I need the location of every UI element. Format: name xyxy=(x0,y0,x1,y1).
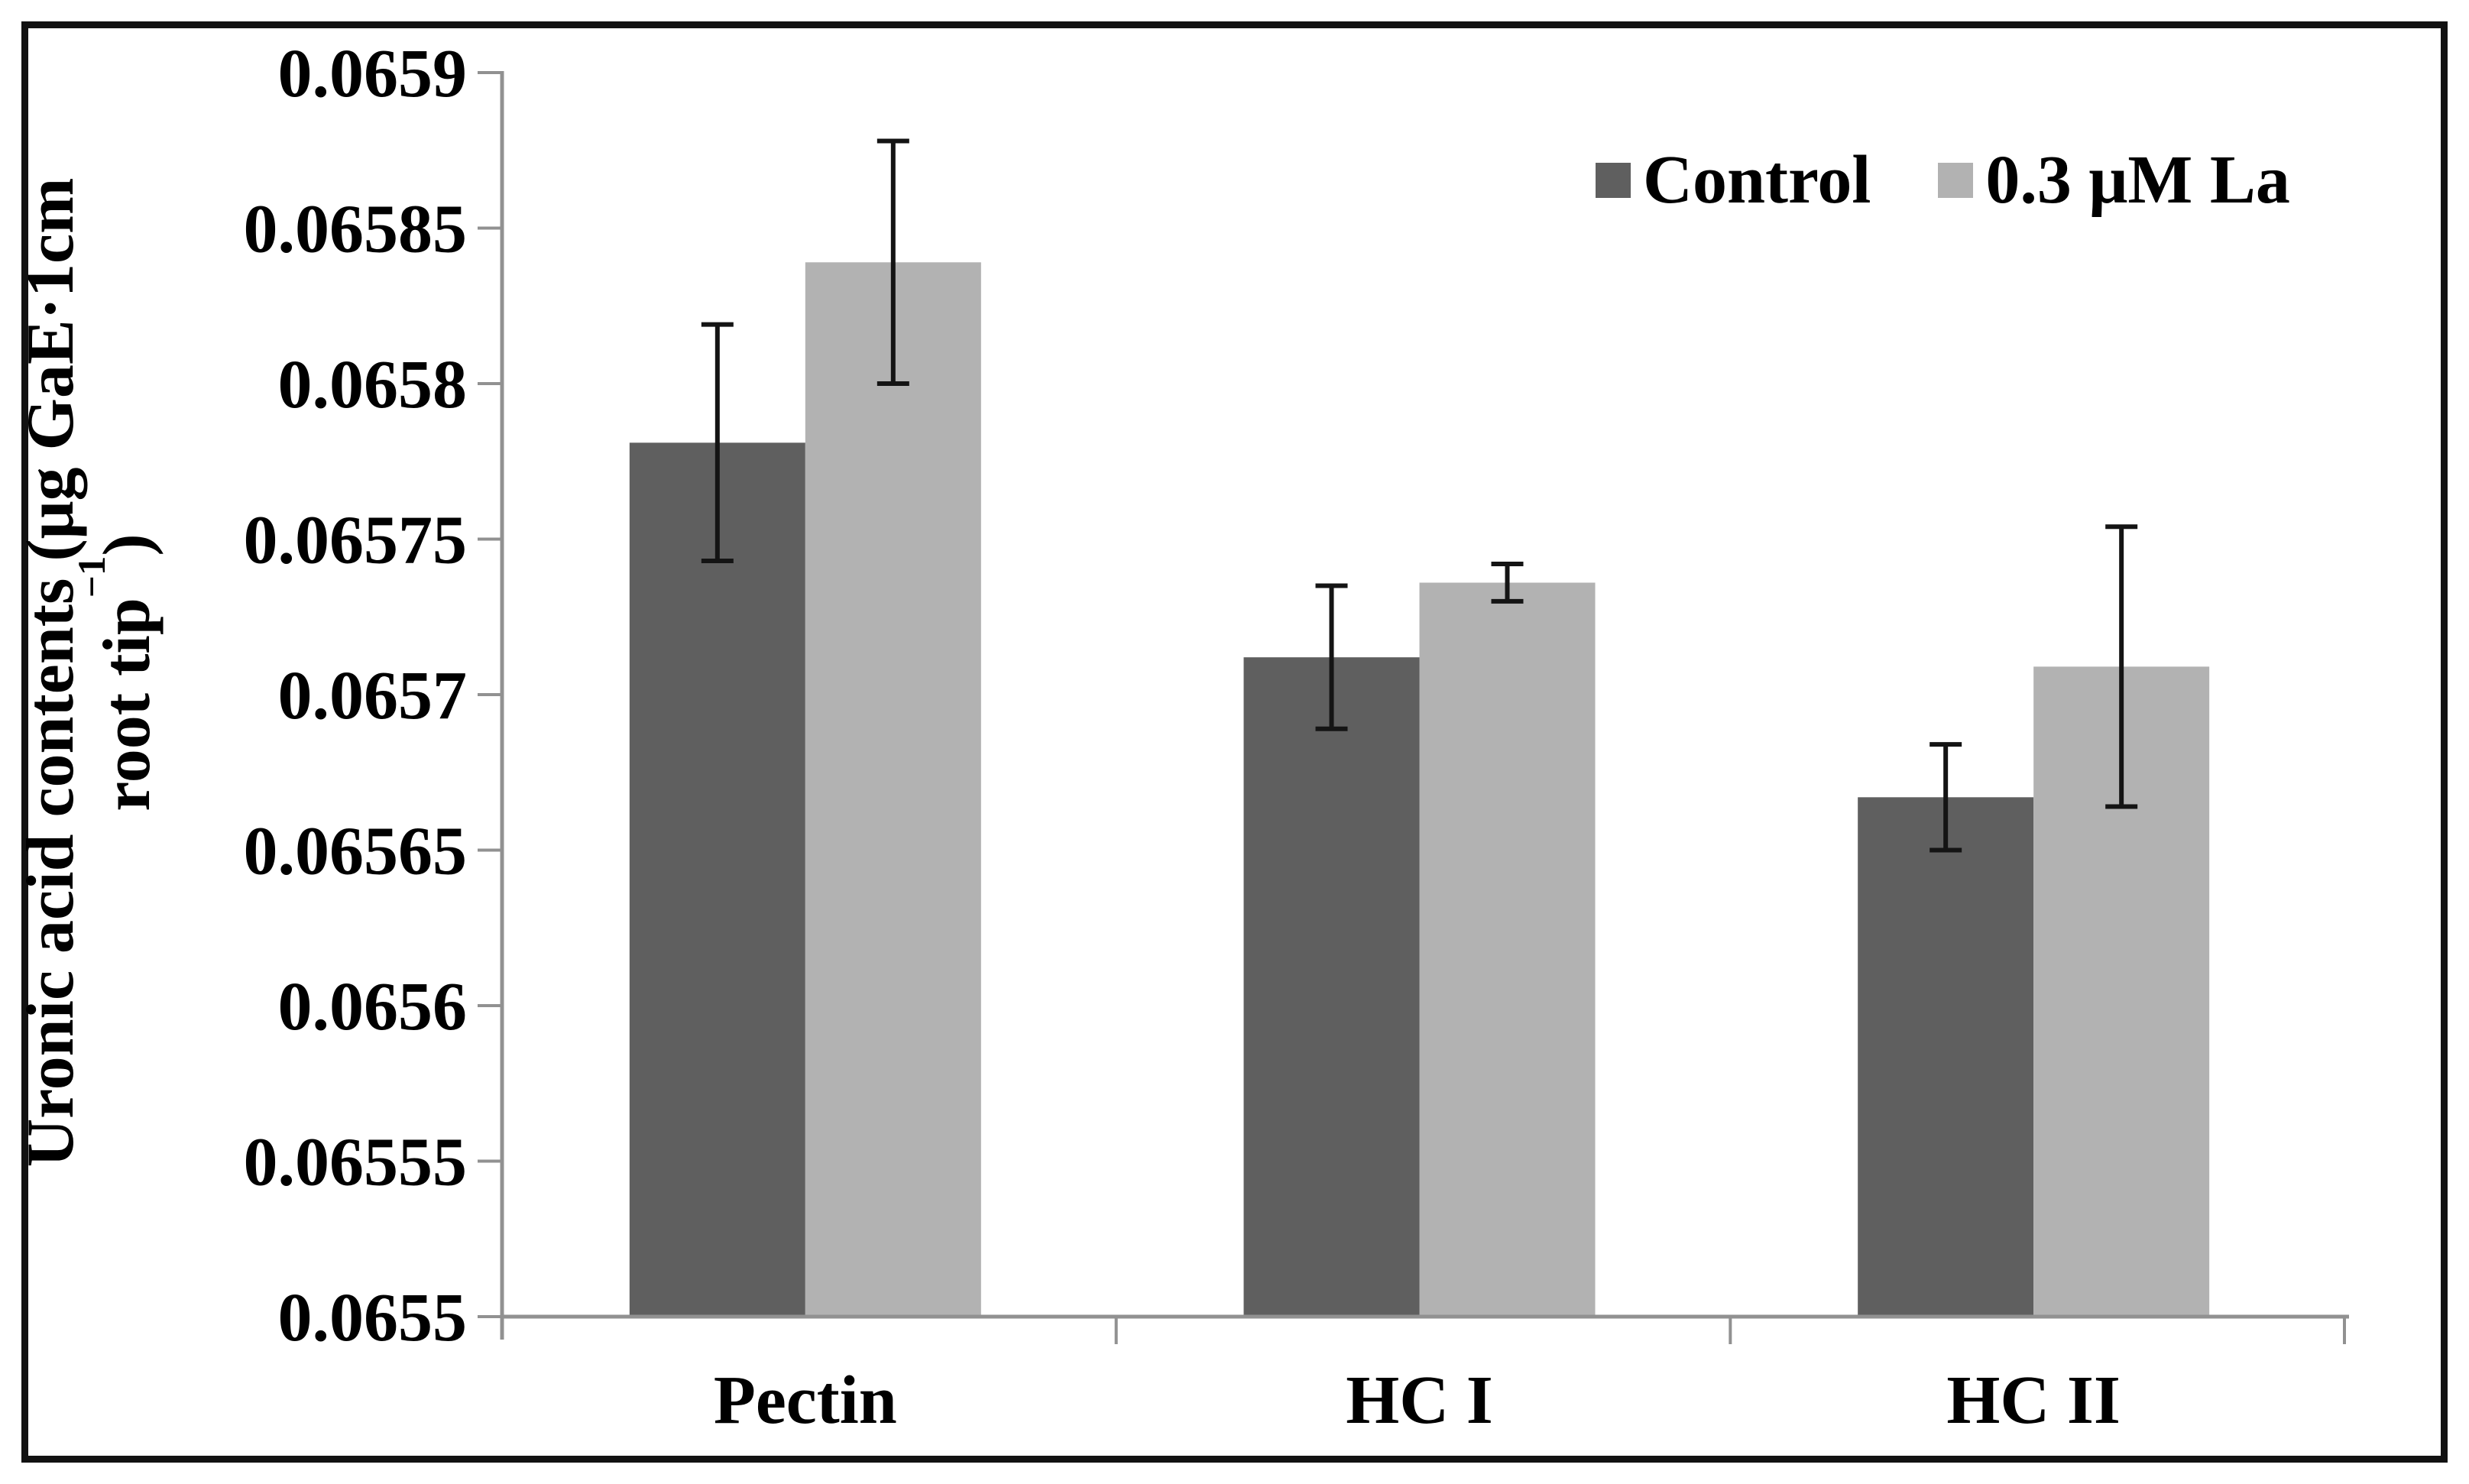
y-tick-label: 0.06565 xyxy=(244,814,468,889)
y-tick-label: 0.0657 xyxy=(278,658,468,734)
legend-item-control: Control xyxy=(1596,141,1871,219)
y-tick-label: 0.0658 xyxy=(278,347,468,423)
legend-item-la: 0.3 μM La xyxy=(1938,141,2290,219)
legend-label-la: 0.3 μM La xyxy=(1985,142,2290,218)
bar-la-1 xyxy=(1419,582,1596,1317)
y-tick-label: 0.0659 xyxy=(278,36,468,112)
y-axis-title: Uronic acid contents (μg GaE·1cm root ti… xyxy=(13,23,166,1322)
y-tick-label: 0.06575 xyxy=(244,503,468,578)
x-category-label: HC I xyxy=(1346,1362,1493,1438)
bar-la-0 xyxy=(805,262,981,1317)
y-tick-label: 0.06555 xyxy=(244,1125,468,1200)
y-axis-title-line1: Uronic acid contents (μg GaE·1cm xyxy=(14,177,88,1168)
y-tick-label: 0.0656 xyxy=(278,969,468,1045)
y-axis-title-line2-base: root tip xyxy=(90,598,164,812)
y-axis-title-superscript: −1 xyxy=(70,556,114,598)
y-tick-label: 0.0655 xyxy=(278,1280,468,1356)
legend-swatch-control-icon xyxy=(1596,162,1631,198)
y-axis-title-line2-close: ) xyxy=(90,533,164,556)
legend-swatch-la-icon xyxy=(1938,162,1974,198)
figure-frame xyxy=(21,21,2448,1463)
bar-control-2 xyxy=(1858,797,2034,1317)
y-tick-label: 0.06585 xyxy=(244,192,468,267)
bar-control-1 xyxy=(1243,657,1420,1317)
x-category-label: HC II xyxy=(1946,1362,2121,1438)
legend: Control 0.3 μM La xyxy=(1596,141,2290,219)
bar-control-0 xyxy=(629,442,805,1317)
y-axis-title-line2: root tip−1) xyxy=(71,23,166,1322)
legend-label-control: Control xyxy=(1643,142,1871,218)
x-category-label: Pectin xyxy=(714,1362,897,1438)
